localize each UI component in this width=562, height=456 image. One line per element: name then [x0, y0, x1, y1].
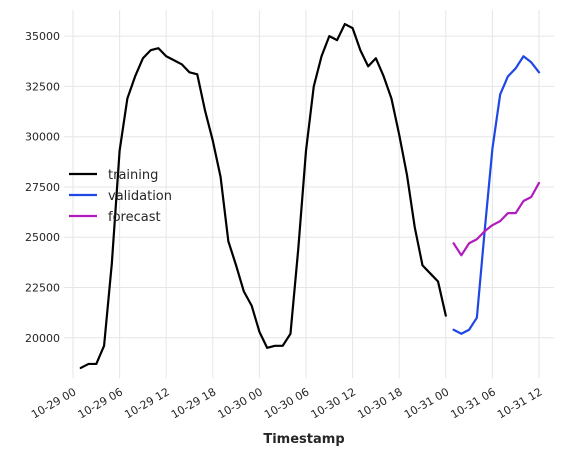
legend: training validation forecast: [69, 168, 172, 225]
x-axis-label: Timestamp: [263, 432, 344, 447]
y-tick-label: 27500: [25, 181, 60, 194]
y-tick-label: 30000: [25, 131, 60, 144]
y-tick-label: 25000: [25, 231, 60, 244]
series-lines: [79, 22, 541, 370]
legend-label-forecast: forecast: [108, 210, 161, 225]
legend-label-training: training: [108, 168, 158, 183]
x-tick-label: 10-31 00: [402, 385, 451, 421]
series-line-forecast: [452, 181, 541, 257]
x-tick-label: 10-29 00: [29, 385, 78, 421]
x-tick-label: 10-31 12: [495, 385, 544, 421]
y-tick-label: 35000: [25, 30, 60, 43]
x-tick-label: 10-29 06: [76, 385, 125, 421]
y-tick-label: 32500: [25, 80, 60, 93]
x-tick-label: 10-29 18: [169, 385, 218, 421]
x-tick-label: 10-30 12: [309, 385, 358, 421]
x-tick-label: 10-29 12: [122, 385, 171, 421]
y-tick-label: 20000: [25, 332, 60, 345]
x-tick-label: 10-30 06: [262, 385, 311, 421]
y-tick-label: 22500: [25, 282, 60, 295]
x-tick-label: 10-31 06: [449, 385, 498, 421]
legend-label-validation: validation: [108, 189, 172, 204]
series-line-training: [79, 22, 447, 370]
series-line-validation: [452, 55, 541, 335]
x-tick-label: 10-30 18: [355, 385, 404, 421]
x-tick-label: 10-30 00: [216, 385, 265, 421]
